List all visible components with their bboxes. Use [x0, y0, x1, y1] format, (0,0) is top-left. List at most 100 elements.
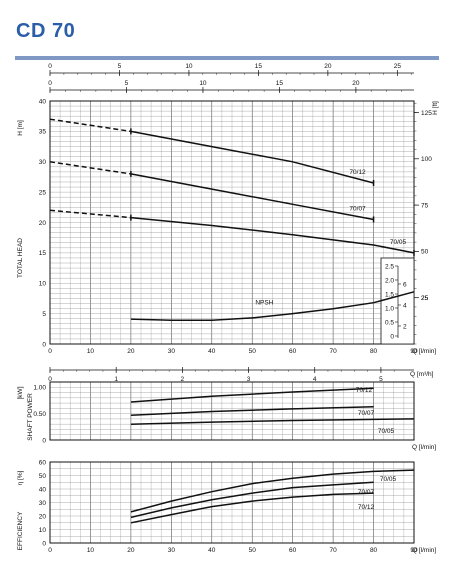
power-panel-frame: [49, 381, 415, 441]
top-axis-1-tick-label: 25: [394, 63, 402, 70]
head-curve-70-07: [130, 173, 374, 221]
top-axis-1-tick-label: 0: [48, 63, 52, 70]
eff-curve-label-70-05: 70/05: [380, 476, 397, 483]
npsh-inset-tick-label-m: 1.5: [385, 291, 394, 298]
head-y-tick-label: 40: [39, 98, 47, 105]
head-y-tick-label: 25: [39, 189, 47, 196]
head-ft-tick-label: 25: [421, 295, 429, 302]
m3h-axis-tick-label: 0: [48, 376, 52, 383]
eff-y-unit: η [%]: [17, 470, 24, 485]
head-ft-npsh-tick-label: 25: [421, 295, 429, 302]
eff-y-tick-label: 50: [39, 473, 47, 480]
head-y-tick-label: 35: [39, 129, 47, 136]
power-curve-label-70-05: 70/05: [378, 428, 395, 435]
head-x-tick-label: 50: [249, 348, 257, 355]
head-curve-label-70-07: 70/07: [349, 205, 366, 212]
npsh-inset-tick-label-m: 2.0: [385, 277, 394, 284]
head-x-tick-label: 60: [289, 348, 297, 355]
head-y-tick-label: 10: [39, 281, 47, 288]
top-axis-1-tick-label: 10: [185, 63, 193, 70]
head-ft-tick-label: 50: [421, 249, 429, 256]
head-x-tick-label: 40: [208, 348, 216, 355]
head-x-tick-label: 20: [127, 348, 135, 355]
head-x-tick-label: 80: [370, 348, 378, 355]
head-y-tick-label: 30: [39, 159, 47, 166]
npsh-curve: [130, 291, 415, 322]
eff-x-tick-label: 80: [370, 547, 378, 554]
head-ft-tick-label: 125: [421, 110, 432, 117]
npsh-inset-tick-label-ft: 4: [403, 302, 407, 309]
page-title: CD 70: [16, 20, 76, 42]
head-curve-70-05-dashed: [49, 209, 131, 219]
eff-x-tick-label: 30: [168, 547, 176, 554]
head-curve-70-12: [130, 130, 374, 184]
top-axis-2-tick-label: 5: [125, 80, 129, 87]
power-curve-label-70-07: 70/07: [358, 410, 375, 417]
npsh-inset-box: [380, 257, 415, 345]
head-curve-70-12-dashed: [49, 118, 132, 133]
power-curve-70-07: [130, 406, 374, 416]
eff-x-tick-label: 90: [410, 547, 418, 554]
m3h-axis-label: Q [m³/h]: [410, 371, 434, 378]
npsh-inset-tick-label-ft: 6: [403, 281, 407, 288]
top-axis-2-tick-label: 20: [352, 80, 360, 87]
head-y-tick-label: 0: [42, 341, 46, 348]
top-axis-2-tick-label: 0: [48, 80, 52, 87]
power-x-axis-label: Q [l/min]: [412, 444, 436, 451]
head-y-tick-label: 15: [39, 250, 47, 257]
eff-x-tick-label: 40: [208, 547, 216, 554]
npsh-inset-tick-label-m: 0: [390, 333, 394, 340]
npsh-curve-label: NPSH: [255, 300, 273, 307]
power-curve-label-70-12: 70/12: [356, 387, 373, 394]
eff-x-tick-label: 70: [329, 547, 337, 554]
m3h-axis-tick-label: 3: [247, 376, 251, 383]
m3h-axis-tick-label: 4: [313, 376, 317, 383]
head-curve-label-70-12: 70/12: [349, 169, 366, 176]
top-axis-2-tick-label: 10: [199, 80, 207, 87]
eff-x-tick-label: 20: [127, 547, 135, 554]
head-x-tick-label: 90: [410, 348, 418, 355]
top-axis-1-tick-label: 15: [255, 63, 263, 70]
eff-y-label: EFFICIENCY: [17, 511, 24, 550]
head-x-axis-label: Q [l/min]: [412, 348, 436, 355]
eff-y-tick-label: 40: [39, 486, 47, 493]
eff-panel-frame: [49, 461, 415, 544]
head-curve-70-05: [130, 216, 415, 254]
eff-curve-label-70-07: 70/07: [358, 489, 375, 496]
m3h-axis-tick-label: 1: [114, 376, 118, 383]
npsh-inset-tick-label-m: 0.5: [385, 319, 394, 326]
head-ft-tick-label: 100: [421, 156, 432, 163]
power-y-unit: [kW]: [17, 386, 24, 399]
power-panel-grid: [49, 381, 415, 441]
eff-y-tick-label: 0: [42, 540, 46, 547]
head-x-tick-label: 0: [48, 348, 52, 355]
title-rule: [15, 56, 439, 60]
eff-panel-grid: [49, 461, 415, 544]
head-y-unit-left: H [m]: [17, 120, 24, 136]
npsh-inset-tick-label-m: 2.5: [385, 263, 394, 270]
eff-x-tick-label: 50: [249, 547, 257, 554]
head-curve-label-70-05: 70/05: [390, 239, 407, 246]
eff-x-tick-label: 10: [87, 547, 95, 554]
power-y-tick-label: 0.50: [33, 411, 46, 418]
head-panel-frame: [49, 100, 415, 345]
head-x-tick-label: 10: [87, 348, 95, 355]
m3h-axis-tick-label: 2: [181, 376, 185, 383]
head-ft-tick-label: 75: [421, 202, 429, 209]
eff-curve-70-12: [130, 492, 374, 524]
eff-y-tick-label: 30: [39, 500, 47, 507]
eff-x-tick-label: 0: [48, 547, 52, 554]
eff-y-tick-label: 60: [39, 459, 47, 466]
head-y-tick-label: 5: [42, 311, 46, 318]
eff-x-axis-label: Q [l/min]: [412, 547, 436, 554]
head-y-label: TOTAL HEAD: [17, 238, 24, 278]
power-y-tick-label: 0: [42, 437, 46, 444]
eff-curve-label-70-12: 70/12: [358, 504, 375, 511]
head-curve-70-07-dashed: [49, 161, 132, 175]
top-axis-1-tick-label: 5: [118, 63, 122, 70]
npsh-inset-tick-label-ft: 2: [403, 323, 407, 330]
top-axis-2-tick-label: 15: [276, 80, 284, 87]
m3h-axis-tick-label: 5: [379, 376, 383, 383]
eff-x-tick-label: 60: [289, 547, 297, 554]
